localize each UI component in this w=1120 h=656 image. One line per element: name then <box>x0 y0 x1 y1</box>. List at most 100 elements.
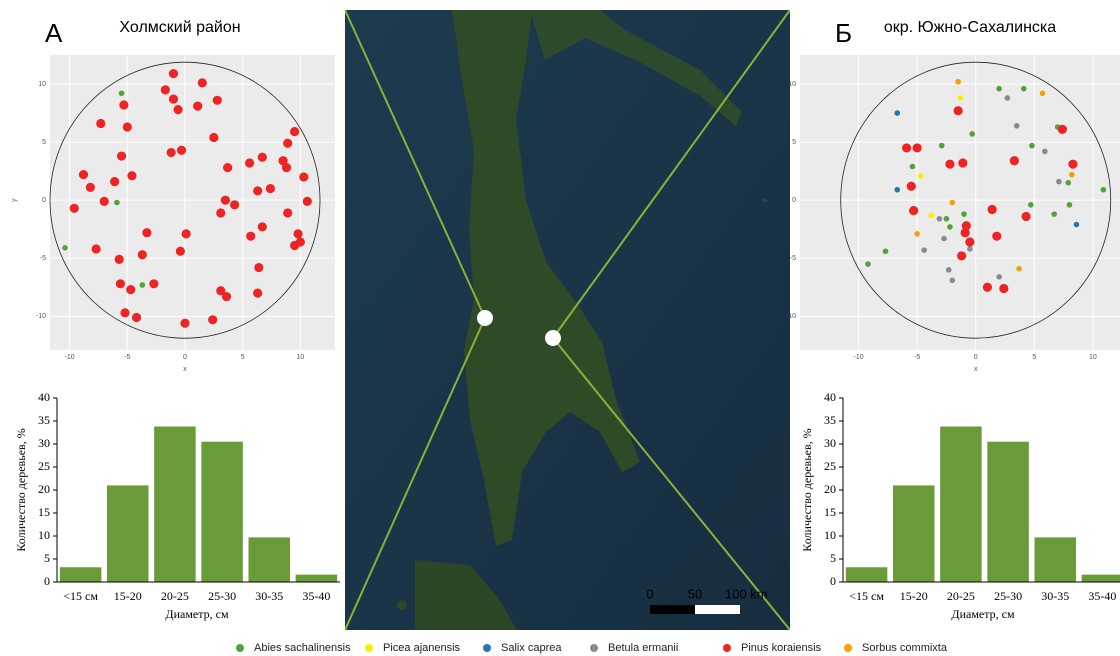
tree-point <box>939 143 945 149</box>
tree-point <box>266 184 275 193</box>
y-tick-label: -5 <box>790 255 796 262</box>
legend-swatch <box>590 644 598 652</box>
x-tick-label: 20-25 <box>947 589 975 603</box>
bar <box>1082 575 1120 582</box>
bar <box>154 427 196 582</box>
bar <box>893 485 935 582</box>
bar <box>60 567 102 582</box>
tree-point <box>216 208 225 217</box>
tree-point <box>992 232 1001 241</box>
tree-point <box>86 183 95 192</box>
x-tick-label: 25-30 <box>208 589 236 603</box>
tree-point <box>1051 211 1057 217</box>
x-tick-label: 15-20 <box>114 589 142 603</box>
legend-label: Salix caprea <box>501 642 562 654</box>
x-tick-label: 5 <box>1032 354 1036 361</box>
tree-point <box>132 313 141 322</box>
y-tick-label: 10 <box>824 528 836 542</box>
tree-point <box>110 177 119 186</box>
tree-point <box>116 279 125 288</box>
panel-label: Б <box>835 18 852 48</box>
tree-point <box>955 79 961 85</box>
legend-swatch <box>483 644 491 652</box>
tree-point <box>169 95 178 104</box>
x-tick-label: 10 <box>296 354 304 361</box>
bar <box>846 567 888 582</box>
x-tick-label: -10 <box>854 354 864 361</box>
legend-label: Abies sachalinensis <box>254 642 351 654</box>
tree-point <box>117 151 126 160</box>
tree-point <box>293 229 302 238</box>
tree-point <box>996 86 1002 92</box>
figure: 0 50 100 km АХолмский район-10-50510-10-… <box>0 0 1120 656</box>
tree-point <box>230 200 239 209</box>
y-tick-label: 30 <box>824 436 836 450</box>
tree-point <box>161 85 170 94</box>
tree-point <box>208 315 217 324</box>
tree-point <box>100 197 109 206</box>
tree-point <box>114 200 120 206</box>
x-axis-label: Диаметр, см <box>165 607 229 621</box>
tree-point <box>1065 180 1071 186</box>
legend-swatch <box>723 644 731 652</box>
tree-point <box>79 170 88 179</box>
tree-point <box>909 206 918 215</box>
tree-point <box>120 308 129 317</box>
tree-point <box>245 158 254 167</box>
tree-point <box>96 119 105 128</box>
y-tick-label: 30 <box>38 436 50 450</box>
tree-point <box>996 274 1002 280</box>
tree-point <box>958 158 967 167</box>
y-tick-label: 35 <box>38 413 50 427</box>
y-tick-label: 20 <box>38 482 50 496</box>
tree-point <box>182 229 191 238</box>
x-tick-label: 35-40 <box>1088 589 1116 603</box>
y-tick-label: 10 <box>38 81 46 88</box>
tree-point <box>949 200 955 206</box>
tree-point <box>138 250 147 259</box>
y-tick-label: 15 <box>38 505 50 519</box>
tree-point <box>1068 160 1077 169</box>
legend-swatch <box>236 644 244 652</box>
x-tick-label: 30-35 <box>255 589 283 603</box>
tree-point <box>914 231 920 237</box>
tree-point <box>1029 143 1035 149</box>
legend-label: Picea ajanensis <box>383 642 461 654</box>
tree-point <box>958 95 964 101</box>
tree-point <box>1016 266 1022 272</box>
tree-point <box>1069 172 1075 178</box>
y-tick-label: -10 <box>36 313 46 320</box>
tree-point <box>222 292 231 301</box>
tree-point <box>1040 91 1046 97</box>
tree-point <box>115 255 124 264</box>
tree-point <box>1058 125 1067 134</box>
tree-point <box>894 110 900 116</box>
tree-point <box>1005 95 1011 101</box>
panel-label: А <box>45 18 63 48</box>
tree-point <box>961 228 970 237</box>
tree-point <box>283 139 292 148</box>
tree-point <box>883 248 889 254</box>
satellite-map: 0 50 100 km <box>345 10 790 640</box>
x-tick-label: 0 <box>183 354 187 361</box>
tree-point <box>253 186 262 195</box>
legend-label: Pinus koraiensis <box>741 642 822 654</box>
bar <box>201 442 243 582</box>
tree-point <box>928 212 934 218</box>
tree-point <box>1074 222 1080 228</box>
tree-point <box>941 236 947 242</box>
x-axis-label: x <box>183 366 187 373</box>
tree-point <box>1021 212 1030 221</box>
tree-point <box>221 196 230 205</box>
tree-point <box>123 122 132 131</box>
tree-point <box>944 216 950 222</box>
x-tick-label: 30-35 <box>1041 589 1069 603</box>
tree-point <box>894 187 900 193</box>
tree-point <box>918 173 924 179</box>
tree-point <box>965 237 974 246</box>
tree-point <box>177 146 186 155</box>
x-axis-label: x <box>974 366 978 373</box>
y-tick-label: 10 <box>38 528 50 542</box>
tree-point <box>258 153 267 162</box>
y-tick-label: 0 <box>44 574 50 588</box>
